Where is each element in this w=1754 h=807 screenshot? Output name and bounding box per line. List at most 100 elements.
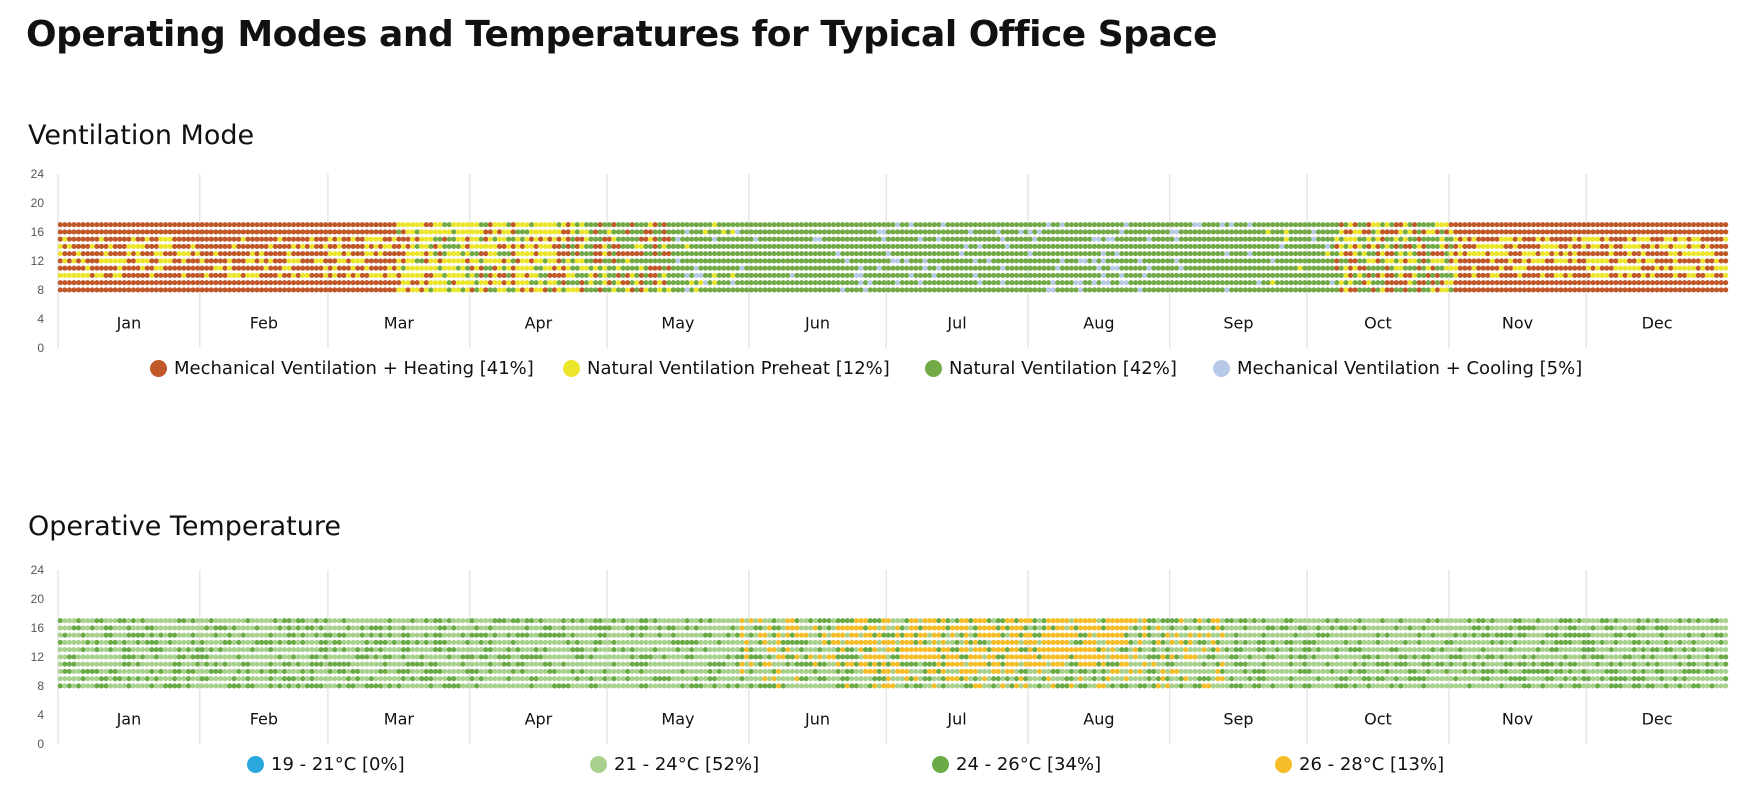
heatmap-dot [464,676,471,682]
heatmap-dot [634,236,640,242]
heatmap-dot [387,654,393,660]
heatmap-dot [620,265,626,271]
heatmap-dot [80,632,86,638]
heatmap-dot [995,222,1001,228]
heatmap-dot [442,625,448,631]
heatmap-dot [432,222,439,228]
heatmap-dot [1567,272,1573,279]
heatmap-dot [350,632,356,638]
heatmap-dot [817,251,823,257]
heatmap-dot [231,229,237,235]
heatmap-dot [213,639,219,646]
heatmap-dot [368,258,374,264]
heatmap-dot [295,632,301,638]
heatmap-dot [1448,229,1454,235]
heatmap-dot [1668,287,1674,293]
heatmap-dot [194,683,201,689]
heatmap-dot [162,668,169,675]
heatmap-dot [963,280,969,286]
heatmap-dot [378,287,384,293]
heatmap-dot [254,632,260,638]
heatmap-dot [135,222,141,228]
heatmap-dot [1196,287,1203,293]
heatmap-dot [1558,287,1564,293]
heatmap-dot [647,236,654,242]
heatmap-dot [350,287,356,293]
heatmap-dot [1325,272,1331,279]
heatmap-dot [684,258,690,264]
heatmap-dot [1526,222,1532,228]
heatmap-dot [1137,222,1143,228]
heatmap-dot [1563,265,1569,271]
heatmap-dot [446,251,452,257]
heatmap-dot [323,618,329,624]
heatmap-dot [94,639,100,646]
heatmap-dot [1672,222,1678,228]
heatmap-dot [1654,265,1660,271]
heatmap-dot [277,618,283,624]
heatmap-dot [803,272,809,279]
heatmap-dot [1444,287,1450,293]
heatmap-dot [496,625,503,631]
heatmap-dot [574,661,580,667]
heatmap-dot [1366,272,1372,279]
heatmap-dot [1530,236,1537,242]
heatmap-dot [542,229,548,235]
heatmap-dot [739,272,745,279]
heatmap-dot [478,654,484,660]
heatmap-dot [190,265,196,271]
heatmap-dot [661,258,667,264]
heatmap-dot [1283,236,1290,242]
heatmap-dot [1256,222,1262,228]
heatmap-dot [1585,229,1592,235]
heatmap-dot [734,251,740,257]
heatmap-dot [561,236,567,242]
heatmap-dot [817,272,823,279]
heatmap-dot [323,222,329,228]
heatmap-dot [149,676,155,682]
heatmap-dot [1430,243,1436,250]
heatmap-dot [172,632,178,638]
heatmap-dot [1174,265,1180,271]
heatmap-dot [913,258,919,264]
heatmap-dot [1457,287,1463,293]
heatmap-dot [1370,243,1376,250]
heatmap-dot [227,654,233,660]
heatmap-dot [1055,236,1061,242]
heatmap-dot [1645,251,1651,257]
heatmap-dot [748,258,754,264]
heatmap-dot [1599,272,1605,279]
heatmap-dot [89,236,95,242]
heatmap-dot [629,229,635,235]
heatmap-dot [1540,243,1546,250]
heatmap-dot [1013,243,1020,250]
heatmap-dot [190,258,196,264]
heatmap-dot [515,661,521,667]
heatmap-dot [734,243,740,250]
heatmap-dot [259,272,265,279]
heatmap-dot [1082,287,1088,293]
heatmap-dot [76,222,82,228]
heatmap-dot [1315,272,1322,279]
heatmap-dot [524,222,530,228]
heatmap-dot [1288,222,1294,228]
heatmap-dot [89,625,95,631]
heatmap-dot [803,265,809,271]
heatmap-dot [1613,243,1619,250]
heatmap-dot [259,661,265,667]
heatmap-dot [538,618,544,624]
heatmap-dot [263,251,269,257]
heatmap-dot [291,668,297,675]
heatmap-dot [1288,287,1294,293]
heatmap-dot [725,258,731,264]
heatmap-dot [561,280,567,286]
heatmap-dot [323,661,329,667]
heatmap-dot [771,272,777,279]
heatmap-dot [972,287,978,293]
heatmap-dot [172,222,178,228]
heatmap-dot [231,222,237,228]
heatmap-dot [991,243,997,250]
heatmap-dot [670,236,676,242]
heatmap-dot [959,251,965,257]
month-label: Oct [1364,313,1392,332]
